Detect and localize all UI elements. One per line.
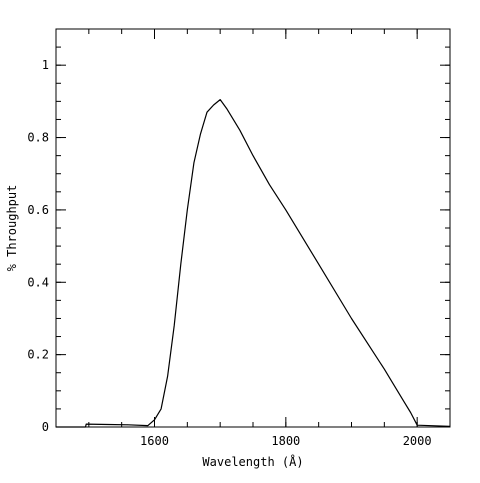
x-tick-label: 1800 [271,434,300,448]
x-tick-label: 2000 [403,434,432,448]
y-tick-label: 0 [42,420,49,434]
y-tick-label: 0.6 [27,203,49,217]
y-tick-label: 0.8 [27,131,49,145]
x-tick-label: 1600 [140,434,169,448]
throughput-curve [56,98,451,428]
y-tick-label: 1 [42,58,49,72]
y-tick-label: 0.4 [27,275,49,289]
axis-ticks [55,28,451,428]
y-tick-label: 0.2 [27,348,49,362]
series-group [56,98,451,428]
axis-tick-labels: 1600 1800 2000 0 0.2 0.4 0.6 0.8 1 [27,58,431,448]
y-axis-title: % Throughput [5,185,19,272]
plot-frame [55,28,451,428]
x-axis-title: Wavelength (Å) [202,454,303,469]
